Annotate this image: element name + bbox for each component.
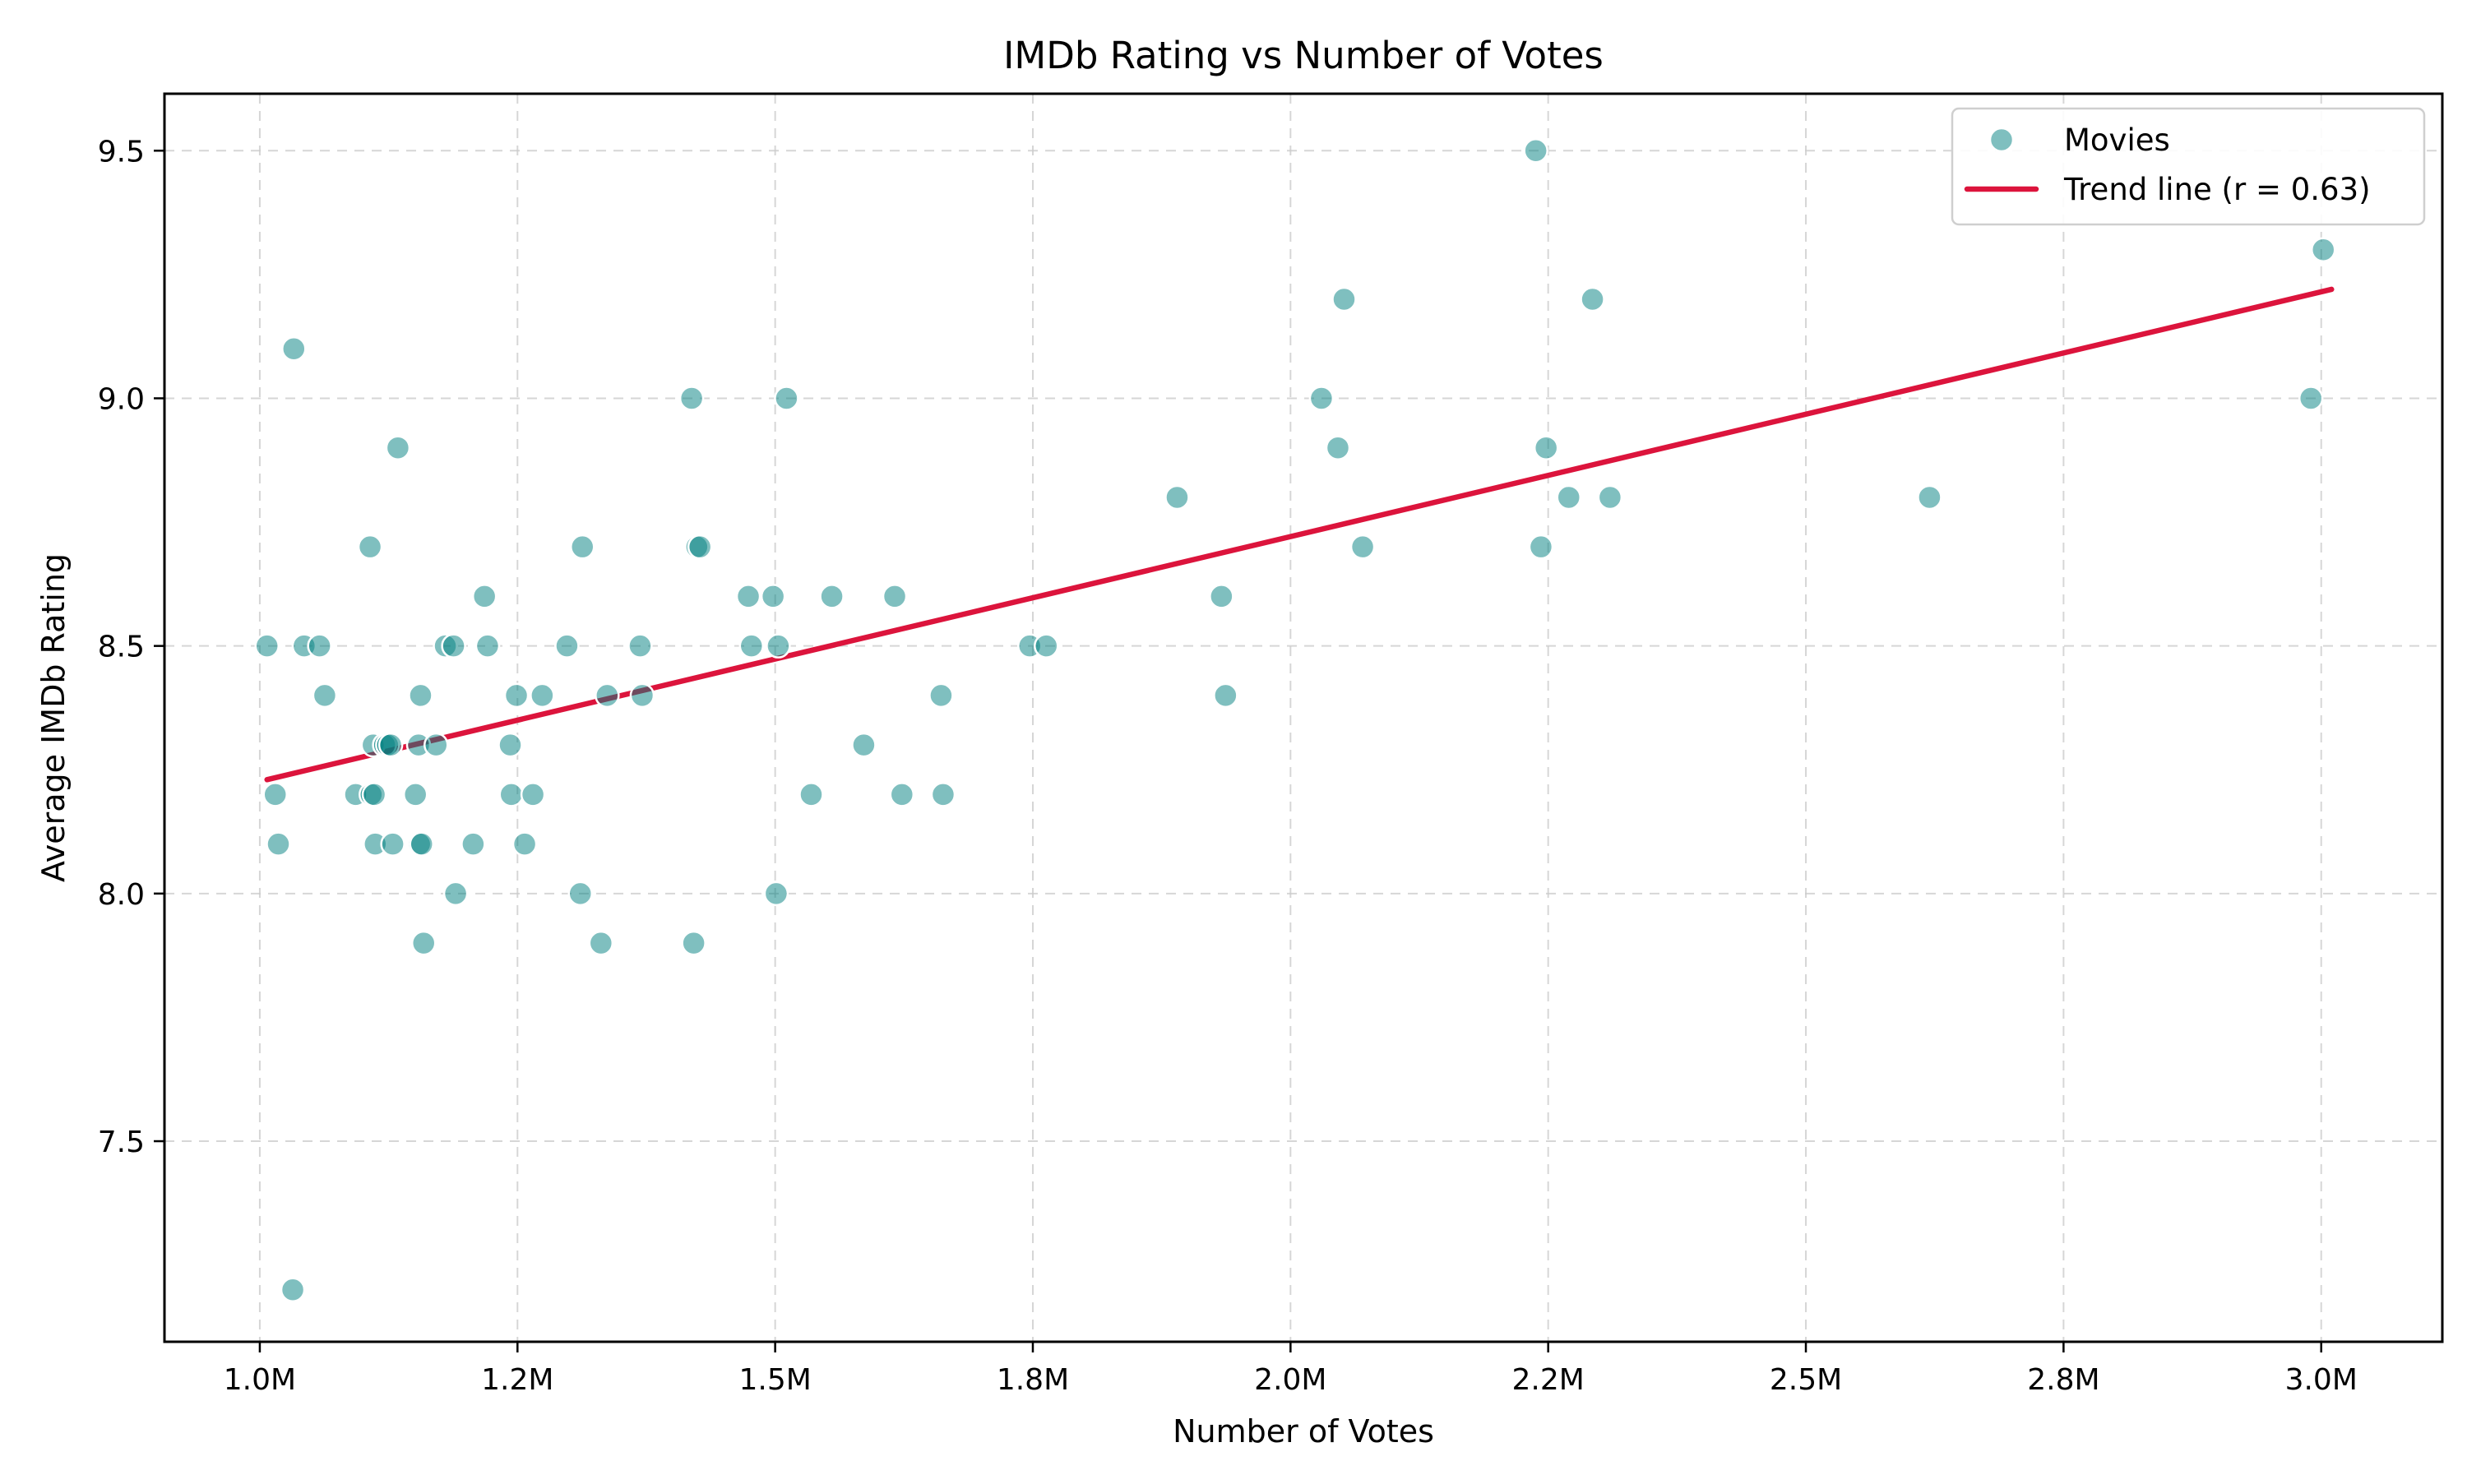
data-point	[1213, 682, 1238, 709]
y-tick-label: 8.5	[98, 631, 145, 664]
data-point	[678, 386, 705, 411]
data-point	[262, 782, 288, 807]
legend-label-trend: Trend line (r = 0.63)	[2063, 172, 2371, 207]
data-point	[567, 881, 593, 907]
data-point	[1164, 484, 1190, 511]
x-axis-ticks: 1.0M 1.2M 1.5M 1.8M 2.0M 2.2M 2.5M 2.8M 3.0M	[224, 1342, 2358, 1397]
data-point	[738, 633, 765, 659]
data-point	[530, 682, 555, 709]
data-point	[882, 584, 908, 609]
y-axis-label: Average IMDb Rating	[35, 553, 72, 882]
data-point	[441, 633, 466, 659]
data-point	[1528, 534, 1554, 560]
data-point	[1917, 484, 1942, 511]
data-point	[1533, 435, 1559, 460]
data-point	[819, 584, 845, 609]
x-axis-label: Number of Votes	[1173, 1413, 1434, 1449]
data-point	[361, 782, 387, 807]
data-point	[474, 633, 501, 659]
data-point	[2310, 237, 2336, 262]
data-point	[520, 782, 546, 807]
plot-area-frame	[163, 92, 2444, 1343]
y-tick-label: 8.0	[98, 878, 145, 912]
data-point	[763, 881, 789, 907]
data-point	[280, 1277, 306, 1302]
legend-marker-movies	[1988, 127, 2015, 153]
data-point	[1308, 386, 1335, 411]
data-point	[735, 584, 761, 609]
data-points	[254, 138, 2336, 1302]
data-point	[312, 682, 338, 709]
legend: Movies Trend line (r = 0.63)	[1951, 107, 2426, 226]
data-point	[774, 386, 799, 411]
data-point	[629, 682, 655, 709]
data-point	[442, 881, 469, 907]
x-tick-label: 2.8M	[2027, 1363, 2099, 1397]
data-point	[928, 682, 954, 709]
data-point	[402, 782, 428, 807]
data-point	[1523, 138, 1548, 164]
data-point	[1597, 484, 1623, 511]
data-point	[281, 335, 307, 362]
data-point	[1331, 286, 1357, 312]
y-tick-label: 7.5	[98, 1126, 145, 1159]
data-point	[627, 633, 653, 659]
data-point	[1556, 484, 1581, 511]
data-point	[681, 930, 706, 956]
data-point	[1034, 633, 1059, 659]
data-point	[503, 682, 530, 709]
data-point	[570, 534, 595, 560]
data-point	[1325, 435, 1351, 460]
data-point	[498, 782, 525, 807]
data-point	[377, 732, 404, 758]
data-point	[461, 831, 486, 857]
data-point	[2298, 386, 2324, 411]
data-point	[798, 782, 824, 807]
data-point	[760, 584, 786, 609]
x-tick-label: 2.0M	[1254, 1363, 1326, 1397]
data-point	[554, 633, 580, 659]
y-tick-label: 9.0	[98, 382, 145, 416]
data-point	[307, 633, 332, 659]
y-axis-ticks: 7.5 8.0 8.5 9.0 9.5	[98, 135, 164, 1159]
x-tick-label: 1.0M	[224, 1363, 296, 1397]
legend-label-movies: Movies	[2064, 123, 2170, 158]
chart-title: IMDb Rating vs Number of Votes	[1003, 34, 1604, 77]
x-tick-label: 3.0M	[2285, 1363, 2358, 1397]
x-tick-label: 2.5M	[1770, 1363, 1842, 1397]
x-tick-label: 2.2M	[1512, 1363, 1585, 1397]
x-tick-label: 1.2M	[481, 1363, 553, 1397]
data-point	[930, 782, 956, 807]
data-point	[357, 534, 383, 560]
data-point	[266, 831, 291, 857]
x-tick-label: 1.8M	[997, 1363, 1069, 1397]
data-point	[595, 682, 620, 709]
data-point	[588, 930, 614, 956]
data-point	[498, 732, 523, 758]
data-point	[1580, 286, 1605, 312]
data-point	[385, 435, 411, 460]
data-point	[471, 584, 498, 609]
data-point	[410, 930, 437, 956]
data-point	[766, 633, 791, 659]
legend-frame	[1951, 107, 2426, 226]
data-point	[408, 682, 433, 709]
data-point	[889, 782, 915, 807]
data-point	[851, 732, 877, 758]
x-tick-label: 1.5M	[738, 1363, 811, 1397]
data-point	[424, 732, 449, 758]
data-point	[409, 831, 434, 857]
y-tick-label: 9.5	[98, 135, 145, 169]
data-point	[687, 534, 713, 560]
data-point	[1349, 534, 1376, 560]
data-point	[511, 831, 538, 857]
data-point	[1209, 584, 1234, 609]
data-point	[254, 633, 280, 659]
data-point	[380, 831, 405, 857]
